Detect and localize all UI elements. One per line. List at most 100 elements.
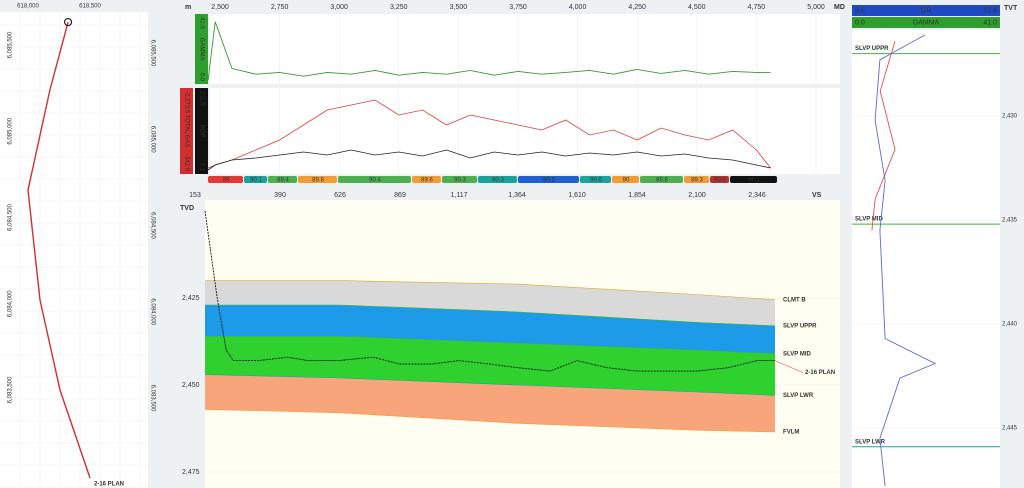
map-y-label-right: 6,084,500 xyxy=(149,212,155,239)
inclination-label: 90.3 xyxy=(492,177,504,183)
map-panel xyxy=(0,12,148,488)
vs-tick-label: 1,364 xyxy=(508,192,526,199)
inclination-segment xyxy=(684,176,709,183)
map-well-head xyxy=(63,17,73,27)
vs-name: VS xyxy=(812,192,822,199)
map-well-label: 2-16 PLAN xyxy=(94,482,124,488)
rop-curve xyxy=(207,149,771,171)
inclination-label: 89.4 xyxy=(277,177,289,183)
inclination-segment xyxy=(442,176,477,183)
inclination-label: 90.3 xyxy=(454,177,466,183)
md-name: MD xyxy=(834,4,845,11)
md-tick-label: 2,750 xyxy=(271,4,289,11)
track-top: 41.0 xyxy=(198,17,204,29)
formation-fill xyxy=(205,336,775,396)
vs-tick-label: 390 xyxy=(274,192,286,199)
inclination-label: 90.6 xyxy=(590,177,602,183)
horizon-line xyxy=(205,336,776,354)
horizon-label: SLVP MID xyxy=(783,351,811,357)
gas-track xyxy=(210,88,840,174)
map-y-label-right: 6,084,000 xyxy=(149,298,155,325)
map-y-label: 6,084,000 xyxy=(8,290,14,317)
inclination-label: 90.5 xyxy=(714,177,726,183)
inclination-label: 89.3 xyxy=(691,177,703,183)
horizon-label: FVLM xyxy=(783,430,799,436)
inclination-segment xyxy=(412,176,441,183)
formation-fill xyxy=(205,280,775,326)
md-tick-label: 3,250 xyxy=(390,4,408,11)
gr-name: GR xyxy=(921,7,932,14)
inclination-label: 89.8 xyxy=(312,177,324,183)
vs-tick-label: 153 xyxy=(189,192,201,199)
inclination-segment xyxy=(518,176,579,183)
inclination-label: 90.4 xyxy=(369,177,381,183)
gr-max: 42.6 xyxy=(983,7,997,14)
track-label-box xyxy=(195,14,208,84)
content: 618,000 618,500 6,085,500 6,085,500 6,085,00… xyxy=(0,4,1018,488)
formation-fill xyxy=(205,305,775,354)
inclination-label: 90.5 xyxy=(543,177,555,183)
horizon-label: CLMT B xyxy=(783,297,806,303)
vs-tick-label: 1,610 xyxy=(568,192,586,199)
gamma-max: 41.0 xyxy=(983,19,997,26)
md-tick-label: 2,500 xyxy=(211,4,229,11)
track-top: 211.5 xyxy=(198,91,204,106)
map-y-label: 6,083,500 xyxy=(8,376,14,403)
map-y-label-right: 6,085,000 xyxy=(149,126,155,153)
track-name: TOTAL GAS xyxy=(183,115,189,148)
tvt-tick-label: 2,435 xyxy=(1002,218,1018,224)
track-name: GAMMA xyxy=(198,38,204,61)
inclination-segment xyxy=(710,176,729,183)
gr-header xyxy=(852,5,1000,16)
map-y-label: 6,084,500 xyxy=(8,203,14,230)
md-tick-label: 4,750 xyxy=(748,4,766,11)
md-tick-label: 3,000 xyxy=(330,4,348,11)
tvt-tick-label: 2,440 xyxy=(1002,322,1018,328)
tvd-label: TVD xyxy=(180,205,194,212)
md-tick-label: 3,750 xyxy=(509,4,527,11)
gamma-curve xyxy=(207,21,771,81)
map-x-label: 618,500 xyxy=(79,4,101,10)
inclination-label: 89 xyxy=(223,177,230,183)
gamma-header xyxy=(852,17,1000,28)
inclination-segment xyxy=(580,176,611,183)
inclination-label: 90.1 xyxy=(250,177,262,183)
plan-label: 2-16 PLAN xyxy=(805,370,835,376)
type-horizon-label: SLVP LWR xyxy=(855,439,886,445)
horizon-line xyxy=(204,374,776,396)
inclination-segment xyxy=(208,176,243,183)
tvt-tick-label: 2,430 xyxy=(1002,114,1018,120)
horizon-label: SLVP UPPR xyxy=(783,323,817,329)
md-tick-label: 4,500 xyxy=(688,4,706,11)
tvd-tick-label: 2,425 xyxy=(182,295,200,302)
vs-tick-label: 2,100 xyxy=(688,192,706,199)
section-wellpath xyxy=(204,210,775,372)
horizon-line xyxy=(204,409,776,433)
type-log-panel xyxy=(852,30,1000,488)
vs-tick-label: 2,346 xyxy=(748,192,766,199)
inclination-segment xyxy=(244,176,267,183)
vs-tick-label: 626 xyxy=(334,192,346,199)
type-gr-curve xyxy=(874,34,937,487)
gr-min: 8.6 xyxy=(855,7,865,14)
track-label-box xyxy=(195,88,208,174)
type-horizon-label: SLVP UPPR xyxy=(855,46,889,52)
map-x-label: 618,000 xyxy=(17,4,39,10)
inclination-segment xyxy=(268,176,297,183)
map-y-label-right: 6,085,500 xyxy=(149,40,155,67)
inclination-segment xyxy=(612,176,639,183)
md-tick-label: 5,000 xyxy=(807,4,825,11)
map-y-label: 6,085,000 xyxy=(8,117,14,144)
tvd-tick-label: 2,450 xyxy=(182,382,200,389)
horizon-line xyxy=(205,280,776,300)
type-gamma-curve xyxy=(871,40,896,231)
gamma-track xyxy=(210,14,840,84)
track-top: -2,273.5 xyxy=(183,91,189,114)
track-bottom: 7.1 xyxy=(198,163,204,172)
md-tick-label: 4,000 xyxy=(569,4,587,11)
tvt-label: TVT xyxy=(1004,5,1018,12)
inclination-label: 90.1 xyxy=(748,177,760,183)
gas-curve xyxy=(207,99,772,169)
horizon-line xyxy=(205,304,776,327)
track-bottom: 0.0 xyxy=(198,73,204,82)
